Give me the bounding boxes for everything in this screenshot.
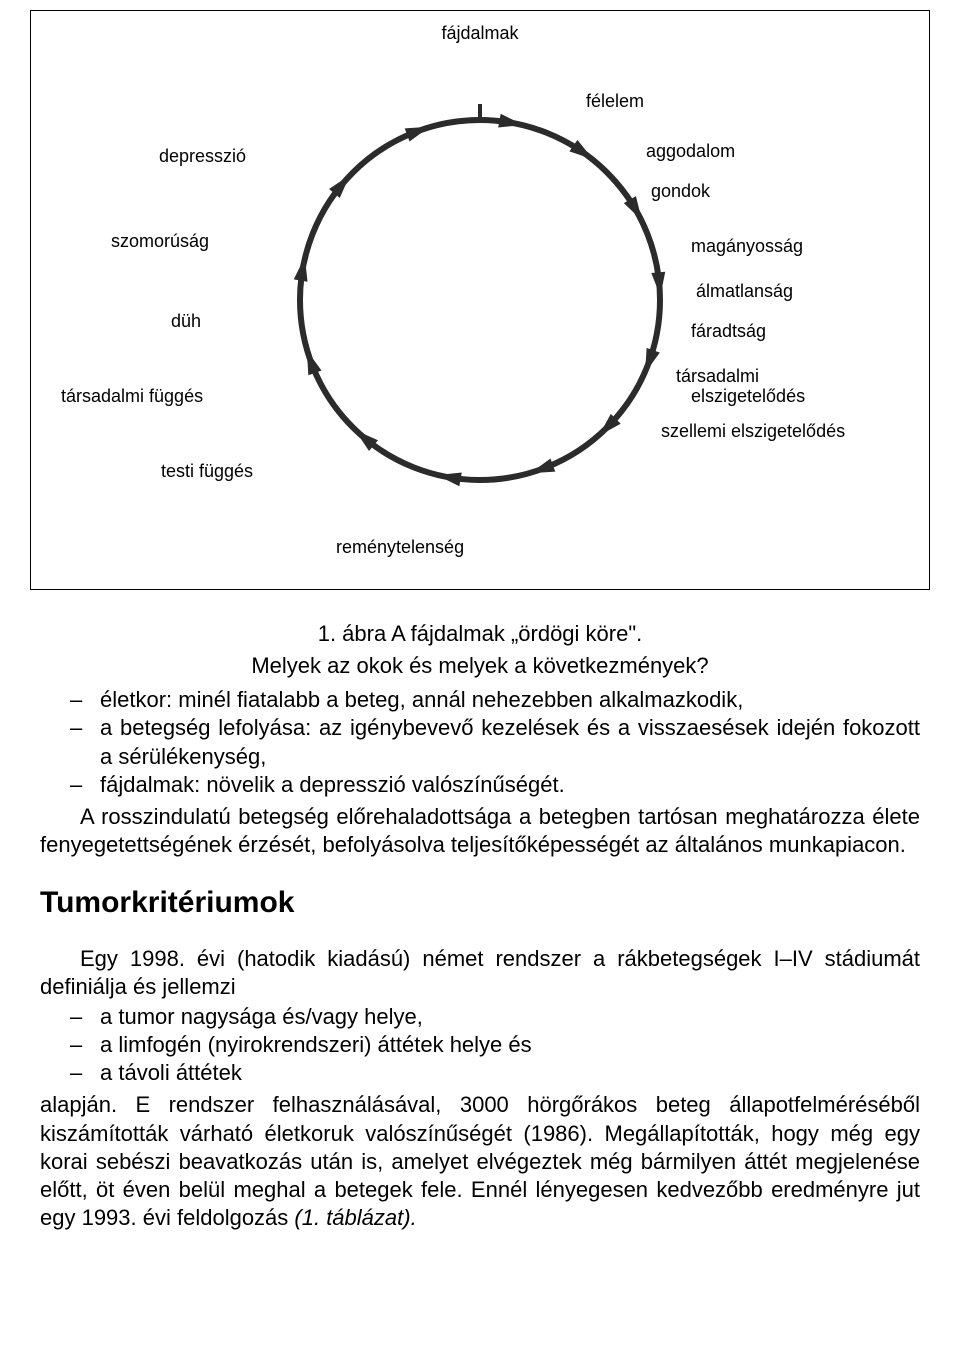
diagram-right-label: társadalmi [676,366,759,388]
list-item: a betegség lefolyása: az igénybevevő kez… [100,714,920,770]
list-item: életkor: minél fiatalabb a beteg, annál … [100,686,920,714]
list-item: fájdalmak: növelik a depresszió valószín… [100,771,920,799]
text-content: 1. ábra A fájdalmak „ördögi köre". Melye… [0,620,960,1292]
diagram-bottom-label: reménytelenség [336,537,464,559]
diagram-left-label: depresszió [159,146,246,168]
diagram-right-label: fáradtság [691,321,766,343]
page-root: fájdalmak depresszió szomorúság düh társada… [0,10,960,1292]
diagram-top-label: fájdalmak [441,23,518,45]
vicious-circle-diagram: fájdalmak depresszió szomorúság düh társada… [30,10,930,590]
list-item: a tumor nagysága és/vagy helye, [100,1003,920,1031]
figure-paragraph: A rosszindulatú betegség előrehaladottsá… [40,803,920,859]
figure-caption: 1. ábra A fájdalmak „ördögi köre". [40,620,920,648]
list-item: a limfogén (nyirokrendszeri) áttétek hel… [100,1031,920,1059]
diagram-left-label: társadalmi függés [61,386,203,408]
section-closing-text: alapján. E rendszer felhasználásával, 30… [40,1092,920,1230]
diagram-right-label: elszigetelődés [691,386,805,408]
diagram-right-label: magányosság [691,236,803,258]
section-closing-italic: (1. táblázat). [294,1205,416,1230]
section-closing: alapján. E rendszer felhasználásával, 30… [40,1091,920,1232]
figure-bullet-list: életkor: minél fiatalabb a beteg, annál … [40,686,920,799]
circle-svg [280,100,680,500]
section-heading: Tumorkritériumok [40,884,920,922]
figure-question: Melyek az okok és melyek a következménye… [40,652,920,680]
diagram-left-label: düh [171,311,201,333]
section-bullet-list: a tumor nagysága és/vagy helye,a limfogé… [40,1003,920,1087]
diagram-right-label: álmatlanság [696,281,793,303]
list-item: a távoli áttétek [100,1059,920,1087]
section-intro: Egy 1998. évi (hatodik kiadású) német re… [40,945,920,1001]
diagram-left-label: testi függés [161,461,253,483]
diagram-right-label: szellemi elszigetelődés [661,421,845,443]
diagram-left-label: szomorúság [111,231,209,253]
